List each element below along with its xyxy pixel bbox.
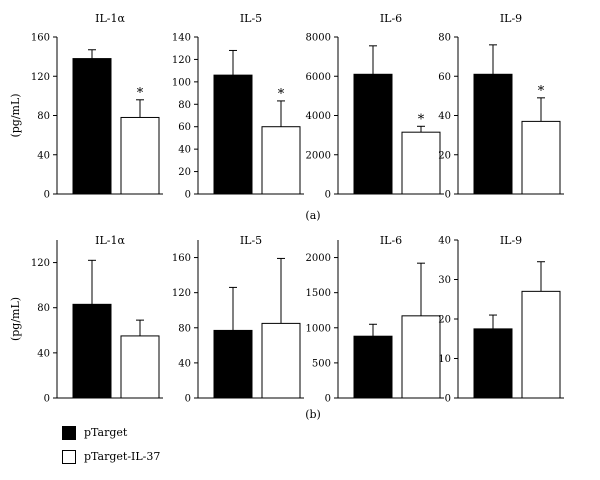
y-axis-label: (pg/mL): [9, 93, 22, 137]
y-axis-label: (pg/mL): [9, 297, 22, 341]
chart-a-il-6: 0 2000 4000 6000 8000 IL-6 *: [306, 12, 444, 201]
y-tick-label: 80: [37, 111, 50, 122]
y-tick-label: 20: [438, 150, 451, 161]
bar-ptarget: [353, 335, 393, 399]
chart-b-il-9: 0 10 20 30 40 IL-9: [438, 234, 564, 405]
chart-b-il-5: 0 40 80 120 160 IL-5: [172, 234, 304, 405]
y-tick-label: 40: [37, 348, 50, 359]
y-tick-label: 1500: [306, 288, 331, 299]
y-tick-label: 4000: [306, 111, 331, 122]
y-tick-label: 140: [172, 33, 191, 44]
bar-ptarget: [72, 58, 112, 195]
y-tick-label: 40: [438, 236, 451, 247]
y-tick-label: 120: [31, 258, 50, 269]
legend-swatch-white: [62, 449, 76, 464]
panel-title: IL-9: [500, 12, 522, 25]
significance-star: *: [538, 84, 545, 99]
panel-title: IL-9: [500, 234, 522, 247]
y-tick-label: 80: [438, 33, 451, 44]
y-tick-label: 60: [178, 122, 191, 133]
panel-title: IL-5: [240, 234, 262, 247]
y-tick-label: 40: [37, 150, 50, 161]
bar-ptarget: [353, 73, 393, 195]
chart-b-il-6: 0 500 1000 1500 2000 IL-6: [306, 234, 444, 405]
y-tick-label: 2000: [306, 150, 331, 161]
bar-ptarget-il-37: [401, 315, 441, 399]
y-tick-label: 160: [31, 33, 50, 44]
y-tick-label: 80: [178, 323, 191, 334]
bar-ptarget: [213, 74, 253, 195]
y-tick-label: 80: [178, 100, 191, 111]
y-tick-label: 0: [445, 394, 451, 405]
y-tick-label: 0: [445, 190, 451, 201]
chart-b-il-1alpha: 0 40 80 120 IL-1α (pg/mL): [9, 234, 163, 405]
y-tick-label: 160: [172, 253, 191, 264]
significance-star: *: [278, 87, 285, 102]
bar-ptarget-il-37: [401, 131, 441, 195]
panel-title: IL-1α: [95, 234, 125, 247]
y-tick-label: 40: [178, 358, 191, 369]
y-tick-label: 0: [185, 394, 191, 405]
y-tick-label: 0: [325, 190, 331, 201]
y-tick-label: 6000: [306, 72, 331, 83]
y-tick-label: 1000: [306, 323, 331, 334]
bar-ptarget-il-37: [521, 290, 561, 399]
y-tick-label: 0: [325, 394, 331, 405]
y-tick-label: 30: [438, 275, 451, 286]
bar-ptarget: [473, 328, 513, 399]
panel-title: IL-6: [380, 12, 402, 25]
panel-title: IL-5: [240, 12, 262, 25]
panel-title: IL-6: [380, 234, 402, 247]
bar-ptarget: [213, 329, 253, 399]
legend-item-ptarget-il-37: pTarget-IL-37: [62, 447, 160, 466]
bar-ptarget-il-37: [261, 322, 301, 399]
y-tick-label: 20: [178, 167, 191, 178]
panel-label-b: (b): [305, 408, 321, 421]
y-tick-label: 0: [44, 394, 50, 405]
y-tick-label: 0: [44, 190, 50, 201]
chart-a-il-9: 0 20 40 60 80 IL-9 *: [438, 12, 564, 201]
significance-star: *: [137, 86, 144, 101]
legend-label-ptarget-il-37: pTarget-IL-37: [84, 450, 161, 463]
y-tick-label: 500: [312, 358, 331, 369]
chart-a-il-1alpha: 0 40 80 120 160 IL-1α (pg/mL) *: [9, 12, 163, 201]
bar-ptarget-il-37: [120, 116, 160, 195]
panel-title: IL-1α: [95, 12, 125, 25]
panel-label-a: (a): [305, 209, 320, 222]
y-tick-label: 80: [37, 303, 50, 314]
y-tick-label: 40: [178, 145, 191, 156]
bar-ptarget-il-37: [521, 120, 561, 195]
chart-a-il-5: 0 20 40 60 80 100 120 140 IL-5 *: [172, 12, 304, 201]
y-tick-label: 0: [185, 190, 191, 201]
bar-ptarget: [473, 73, 513, 195]
y-tick-label: 8000: [306, 33, 331, 44]
y-tick-label: 100: [172, 77, 191, 88]
y-tick-label: 120: [172, 288, 191, 299]
y-tick-label: 2000: [306, 253, 331, 264]
y-tick-label: 10: [438, 354, 451, 365]
legend-item-ptarget: pTarget: [62, 423, 160, 442]
bar-ptarget: [72, 303, 112, 399]
y-tick-label: 40: [438, 111, 451, 122]
y-tick-label: 20: [438, 315, 451, 326]
bar-ptarget-il-37: [261, 126, 301, 195]
legend: pTarget pTarget-IL-37: [62, 423, 160, 471]
significance-star: *: [418, 112, 425, 127]
legend-swatch-black: [62, 425, 76, 440]
bar-ptarget-il-37: [120, 335, 160, 399]
y-tick-label: 60: [438, 72, 451, 83]
y-tick-label: 120: [31, 72, 50, 83]
y-tick-label: 120: [172, 55, 191, 66]
legend-label-ptarget: pTarget: [84, 426, 128, 439]
